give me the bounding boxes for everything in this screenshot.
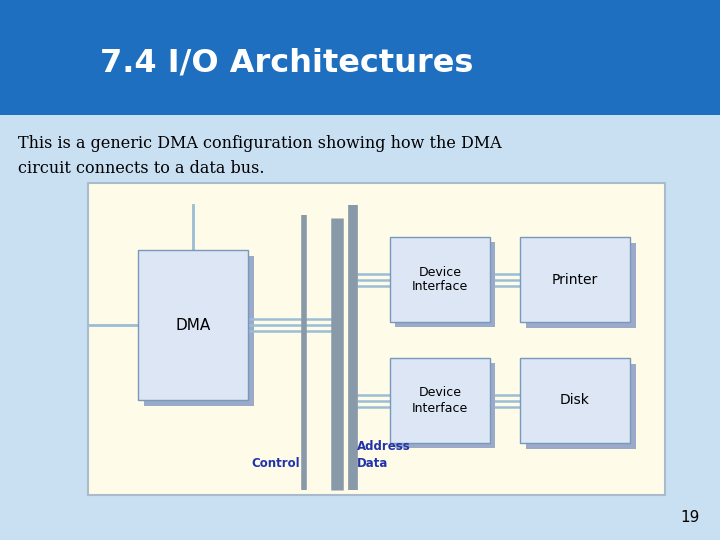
FancyBboxPatch shape bbox=[0, 0, 720, 115]
Text: This is a generic DMA configuration showing how the DMA
circuit connects to a da: This is a generic DMA configuration show… bbox=[18, 135, 502, 177]
Text: Control: Control bbox=[251, 457, 300, 470]
Text: 7.4 I/O Architectures: 7.4 I/O Architectures bbox=[100, 48, 473, 78]
Text: Address: Address bbox=[357, 440, 410, 453]
FancyBboxPatch shape bbox=[520, 0, 720, 115]
Text: Disk: Disk bbox=[560, 394, 590, 408]
FancyBboxPatch shape bbox=[144, 256, 254, 406]
FancyBboxPatch shape bbox=[390, 237, 490, 322]
FancyBboxPatch shape bbox=[390, 358, 490, 443]
Text: Device
Interface: Device Interface bbox=[412, 266, 468, 294]
FancyBboxPatch shape bbox=[395, 363, 495, 448]
FancyBboxPatch shape bbox=[395, 242, 495, 327]
FancyBboxPatch shape bbox=[520, 237, 630, 322]
Text: Device
Interface: Device Interface bbox=[412, 387, 468, 415]
Text: DMA: DMA bbox=[176, 318, 211, 333]
Text: Printer: Printer bbox=[552, 273, 598, 287]
FancyBboxPatch shape bbox=[88, 183, 665, 495]
Text: 19: 19 bbox=[680, 510, 700, 525]
FancyBboxPatch shape bbox=[138, 250, 248, 400]
FancyBboxPatch shape bbox=[526, 364, 636, 449]
Text: Data: Data bbox=[357, 457, 388, 470]
FancyBboxPatch shape bbox=[520, 358, 630, 443]
FancyBboxPatch shape bbox=[526, 243, 636, 328]
